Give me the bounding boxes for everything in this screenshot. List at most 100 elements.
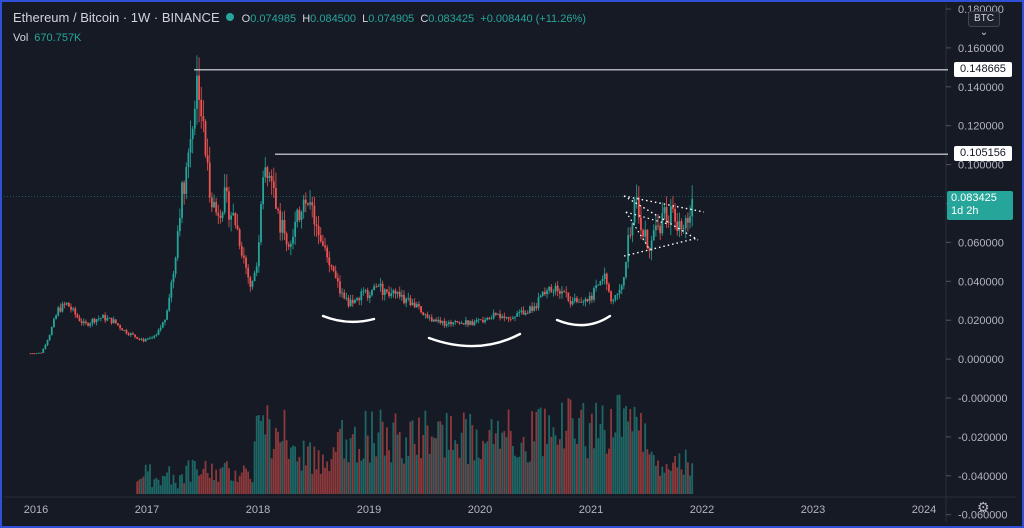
volume-bar	[364, 410, 367, 494]
candle-body	[452, 322, 455, 325]
candle-body	[657, 225, 659, 227]
volume-bar	[341, 420, 344, 494]
candle-body	[571, 301, 574, 305]
volume-bar	[597, 438, 600, 494]
candle-body	[285, 233, 288, 245]
candle-body	[159, 327, 162, 331]
candle-body	[170, 282, 173, 298]
candle-body	[164, 319, 166, 323]
candle-body	[144, 339, 147, 342]
volume-bar	[332, 447, 335, 494]
candle-body	[494, 312, 497, 315]
volume-bar	[659, 475, 662, 494]
candle-body	[324, 245, 326, 248]
y-tick-label: -0.020000	[958, 432, 1008, 444]
candle-body	[516, 313, 519, 317]
symbol-title[interactable]: Ethereum / Bitcoin · 1W · BINANCE	[13, 10, 220, 25]
volume-bar	[550, 436, 553, 494]
volume-bar	[234, 470, 237, 494]
candle-body	[294, 221, 297, 237]
volume-bar	[251, 482, 254, 494]
volume-bar	[217, 481, 220, 494]
volume-bar	[151, 487, 154, 494]
x-tick-label: 2020	[468, 504, 492, 516]
volume-bar	[330, 458, 333, 494]
candle-body	[629, 235, 632, 237]
candle-body	[392, 290, 395, 294]
candle-body	[46, 340, 49, 345]
candle-body	[287, 244, 290, 247]
candle-body	[174, 258, 177, 274]
candle-body	[595, 285, 598, 289]
candle-body	[272, 181, 275, 188]
candle-body	[475, 320, 478, 322]
volume-bar	[371, 411, 373, 494]
volume-bar	[193, 460, 196, 494]
volume-bar	[309, 442, 311, 494]
candle-body	[245, 257, 247, 268]
volume-bar	[407, 456, 410, 494]
volume-bar	[462, 412, 465, 494]
volume-bar	[629, 408, 632, 494]
candle-body	[633, 199, 636, 224]
volume-bar	[377, 432, 380, 494]
candle-body	[104, 315, 107, 321]
candle-body	[435, 319, 437, 322]
candle-body	[172, 273, 175, 283]
y-tick-label: 0.000000	[958, 354, 1004, 366]
y-tick-label: -0.000000	[958, 393, 1008, 405]
candle-body	[531, 306, 533, 311]
volume-bar	[531, 411, 533, 494]
candle-body	[586, 298, 589, 302]
volume-value: 670.757K	[34, 32, 82, 44]
candle-body	[390, 293, 393, 297]
volume-bar	[584, 446, 587, 494]
volume-bar	[285, 440, 288, 494]
volume-bar	[210, 463, 213, 494]
candle-body	[166, 310, 168, 320]
candle-body	[454, 320, 457, 323]
candle-body	[187, 152, 190, 168]
annotation-arc	[555, 314, 612, 327]
candle-body	[76, 314, 79, 318]
candle-body	[458, 322, 461, 324]
volume-bar	[633, 406, 636, 494]
y-tick-label: -0.040000	[958, 471, 1008, 483]
candle-body	[689, 216, 691, 223]
candle-body	[264, 167, 267, 178]
volume-bar	[398, 431, 401, 494]
volume-bar	[507, 409, 510, 494]
candle-body	[584, 298, 587, 302]
candle-body	[479, 319, 482, 321]
candle-body	[304, 199, 307, 204]
candle-body	[119, 325, 122, 329]
candle-body	[35, 353, 38, 354]
currency-button[interactable]: BTC ⌄	[968, 11, 1000, 38]
volume-bar	[181, 474, 183, 494]
volume-bar	[608, 448, 610, 494]
gear-icon[interactable]: ⚙	[977, 499, 990, 515]
volume-bar	[541, 456, 544, 494]
volume-bar	[208, 477, 211, 494]
volume-bar	[349, 438, 352, 494]
candle-body	[127, 333, 130, 336]
candle-body	[260, 204, 262, 243]
candle-body	[99, 318, 102, 319]
volume-bar	[403, 463, 405, 494]
volume-bar	[243, 465, 245, 494]
candle-body	[488, 317, 491, 320]
volume-bar	[253, 441, 256, 494]
volume-bar	[166, 472, 168, 494]
candle-body	[605, 273, 608, 285]
volume-bar	[497, 420, 499, 494]
candle-body	[492, 312, 495, 319]
volume-bar	[240, 472, 243, 494]
candle-body	[428, 317, 431, 319]
volume-bar	[383, 455, 386, 494]
volume-bar	[196, 469, 198, 494]
candle-body	[44, 344, 47, 349]
volume-bar	[138, 479, 141, 494]
volume-bar	[426, 425, 429, 494]
candle-body	[67, 302, 70, 307]
